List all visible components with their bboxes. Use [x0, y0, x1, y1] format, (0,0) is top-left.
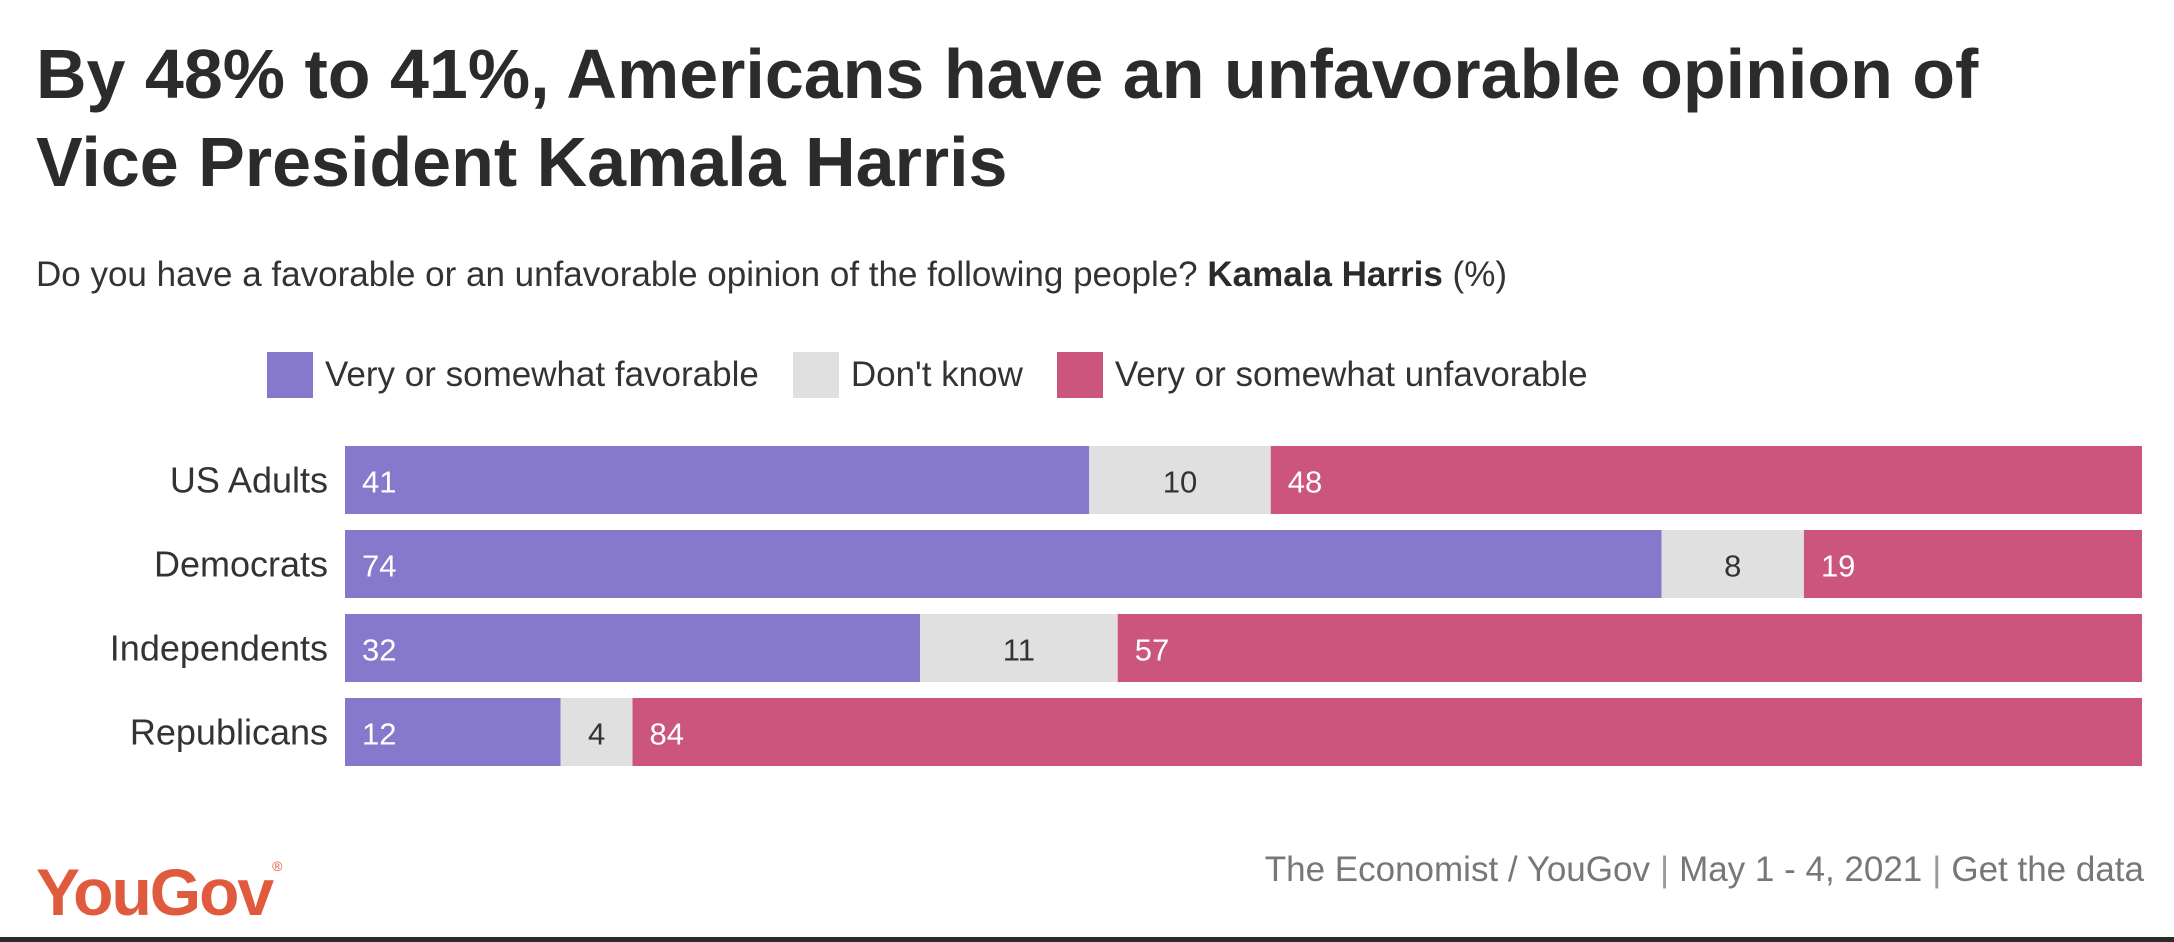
bar-republicans-don-t-know — [560, 698, 633, 766]
bottom-rule — [0, 937, 2174, 942]
value-label-us-adults-don-t-know: 10 — [1163, 465, 1197, 500]
chart-subtitle: Do you have a favorable or an unfavorabl… — [36, 253, 2136, 297]
value-label-republicans-very-or-somewhat-favorable: 12 — [362, 717, 396, 752]
source-text: The Economist / YouGov — [1264, 850, 1650, 889]
category-label-republicans: Republicans — [130, 712, 328, 753]
source-date: May 1 - 4, 2021 — [1679, 850, 1923, 889]
bar-democrats-don-t-know — [1661, 530, 1804, 598]
legend-label-favorable: Very or somewhat favorable — [325, 355, 759, 394]
legend-item-favorable: Very or somewhat favorable — [267, 352, 759, 398]
value-label-democrats-don-t-know: 8 — [1724, 549, 1741, 584]
bar-us-adults-very-or-somewhat-unfavorable — [1270, 446, 2142, 514]
bar-us-adults-don-t-know — [1089, 446, 1271, 514]
category-label-us-adults: US Adults — [170, 460, 328, 501]
bar-independents-very-or-somewhat-unfavorable — [1117, 614, 2142, 682]
chart-legend: Very or somewhat favorable Don't know Ve… — [267, 350, 1622, 400]
category-label-independents: Independents — [110, 628, 328, 669]
bar-democrats-very-or-somewhat-unfavorable — [1803, 530, 2142, 598]
value-label-republicans-very-or-somewhat-unfavorable: 84 — [650, 717, 684, 752]
value-label-democrats-very-or-somewhat-favorable: 74 — [362, 549, 396, 584]
value-label-democrats-very-or-somewhat-unfavorable: 19 — [1821, 549, 1855, 584]
source-separator: | — [1659, 850, 1670, 889]
registered-mark: ® — [272, 858, 283, 874]
yougov-logo: YouGov® — [36, 826, 282, 932]
value-label-us-adults-very-or-somewhat-favorable: 41 — [362, 465, 396, 500]
bar-democrats-very-or-somewhat-favorable — [345, 530, 1662, 598]
value-label-us-adults-very-or-somewhat-unfavorable: 48 — [1288, 465, 1322, 500]
bar-independents-don-t-know — [920, 614, 1118, 682]
subtitle-subject: Kamala Harris — [1207, 255, 1443, 294]
legend-swatch-dont-know — [792, 352, 839, 398]
subtitle-question: Do you have a favorable or an unfavorabl… — [36, 255, 1198, 294]
get-the-data-link[interactable]: Get the data — [1951, 850, 2144, 889]
bar-republicans-very-or-somewhat-unfavorable — [632, 698, 2142, 766]
legend-label-unfavorable: Very or somewhat unfavorable — [1114, 355, 1588, 394]
bar-independents-very-or-somewhat-favorable — [345, 614, 921, 682]
bar-us-adults-very-or-somewhat-favorable — [345, 446, 1090, 514]
value-label-independents-don-t-know: 11 — [1003, 633, 1035, 668]
value-label-republicans-don-t-know: 4 — [588, 717, 605, 752]
source-separator: | — [1932, 850, 1942, 889]
source-line: The Economist / YouGov | May 1 - 4, 2021… — [1265, 848, 2144, 892]
value-label-independents-very-or-somewhat-unfavorable: 57 — [1135, 633, 1169, 668]
legend-item-unfavorable: Very or somewhat unfavorable — [1056, 352, 1588, 398]
yougov-logo-text: YouGov — [36, 855, 274, 929]
chart-title: By 48% to 41%, Americans have an unfavor… — [36, 35, 1979, 201]
bar-republicans-very-or-somewhat-favorable — [345, 698, 561, 766]
legend-label-dont-know: Don't know — [850, 355, 1023, 394]
subtitle-unit: (%) — [1452, 255, 1507, 294]
legend-item-dont-know: Don't know — [792, 352, 1023, 398]
legend-swatch-unfavorable — [1056, 352, 1103, 398]
category-label-democrats: Democrats — [154, 544, 328, 585]
value-label-independents-very-or-somewhat-favorable: 32 — [362, 633, 396, 668]
legend-swatch-favorable — [267, 352, 313, 398]
